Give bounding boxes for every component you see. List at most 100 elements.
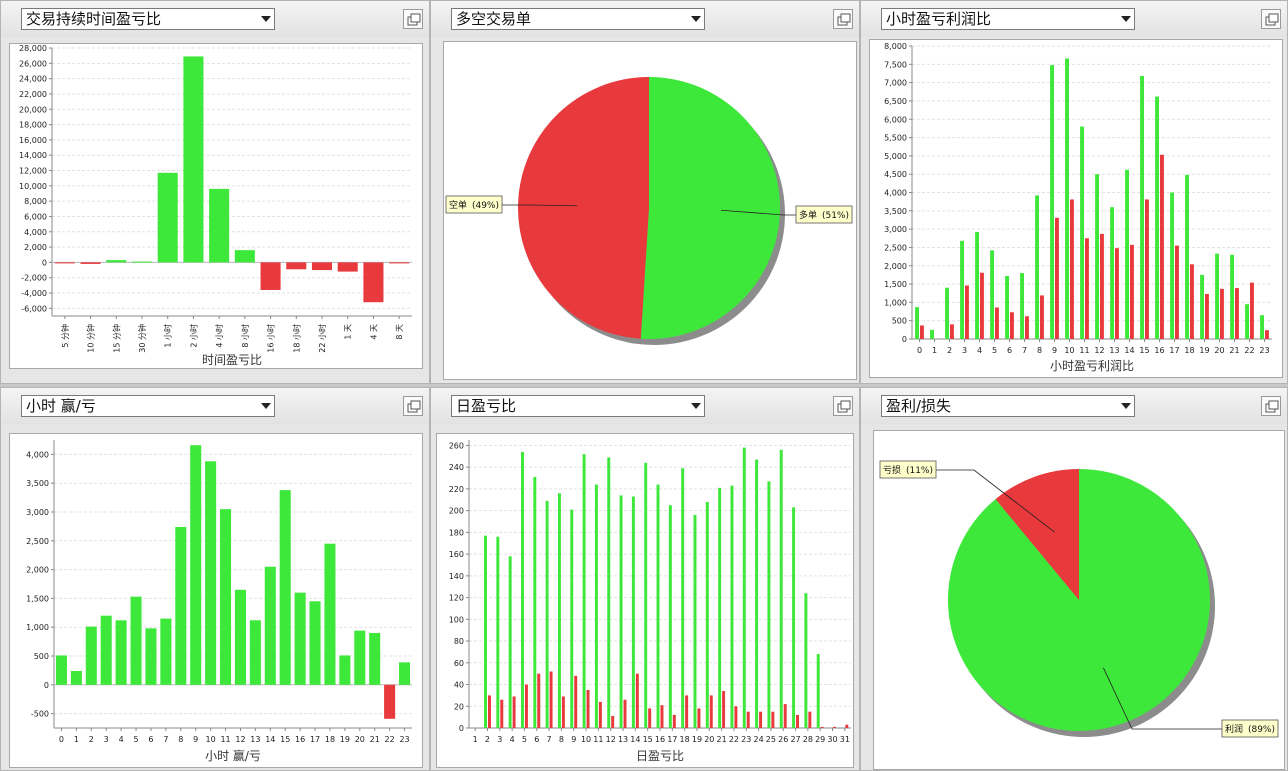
pie-slice	[995, 469, 1079, 600]
chart-type-dropdown[interactable]: 日盈亏比	[451, 395, 705, 417]
x-tick-label: 15 分钟	[111, 324, 121, 353]
x-tick-label: 8	[1037, 346, 1042, 355]
maximize-button[interactable]	[403, 9, 423, 29]
y-tick-label: 220	[449, 485, 464, 494]
y-tick-label: 0	[42, 258, 47, 267]
bar	[1155, 96, 1159, 339]
y-tick-label: 160	[449, 550, 464, 559]
bar	[54, 262, 75, 264]
x-tick-label: 20	[704, 735, 714, 744]
x-axis-title: 日盈亏比	[636, 749, 684, 763]
bar	[339, 655, 351, 685]
bar	[586, 689, 590, 728]
bar	[1190, 264, 1194, 339]
x-axis-title: 时间盈亏比	[202, 353, 262, 367]
chevron-down-icon	[261, 403, 271, 409]
bar	[833, 726, 836, 728]
y-tick-label: 1,000	[26, 623, 49, 632]
x-tick-label: 4 天	[369, 324, 378, 340]
bar	[1010, 312, 1014, 339]
bar	[845, 724, 849, 728]
y-tick-label: 6,000	[884, 115, 907, 124]
bar	[260, 262, 281, 290]
x-tick-label: 9	[1052, 346, 1057, 355]
y-tick-label: 500	[892, 317, 907, 326]
y-tick-label: 3,000	[884, 225, 907, 234]
bar	[279, 490, 291, 685]
x-tick-label: 5	[522, 735, 527, 744]
y-tick-label: 14,000	[19, 151, 47, 160]
x-tick-label: 24	[753, 735, 763, 744]
y-tick-label: 22,000	[19, 90, 47, 99]
x-tick-label: 21	[717, 735, 727, 744]
bar	[1140, 76, 1144, 339]
x-tick-label: 10 分钟	[86, 324, 96, 353]
y-tick-label: 120	[449, 594, 464, 603]
y-tick-label: 28,000	[19, 44, 47, 53]
x-axis-title: 小时 赢/亏	[205, 748, 261, 763]
y-tick-label: 240	[449, 463, 464, 472]
bar	[131, 261, 153, 263]
x-tick-label: 7	[1022, 346, 1027, 355]
x-tick-label: 20	[1214, 346, 1224, 355]
chart-duration-pl: 28,000 26,000 24,000 22,000 20,000 18,000 16,0…	[19, 44, 412, 367]
bar	[1245, 304, 1249, 339]
bar	[311, 262, 333, 271]
x-tick-label: 13	[618, 735, 628, 744]
bar	[915, 307, 919, 339]
chart-type-dropdown[interactable]: 小时 赢/亏	[21, 395, 275, 417]
bar	[533, 476, 537, 728]
bar	[697, 708, 701, 728]
y-tick-label: 500	[34, 652, 49, 661]
chart-type-dropdown[interactable]: 盈利/损失	[881, 395, 1135, 417]
bar	[1215, 253, 1219, 339]
maximize-button[interactable]	[1261, 9, 1281, 29]
chart-type-dropdown[interactable]: 多空交易单	[451, 8, 705, 30]
bar	[960, 240, 964, 339]
bar	[975, 232, 979, 339]
panel-daily-pl: 日盈亏比 260 240 220 200 180 160 140 120 100 80 60 40 20…	[430, 387, 860, 771]
bar	[631, 496, 635, 728]
bar	[746, 711, 750, 728]
x-tick-label: 8 天	[395, 324, 404, 340]
bar	[796, 714, 800, 728]
maximize-button[interactable]	[1261, 396, 1281, 416]
x-tick-label: 14	[630, 735, 640, 744]
y-tick-label: 2,500	[26, 537, 49, 546]
maximize-icon	[407, 13, 421, 26]
maximize-icon	[1265, 13, 1279, 26]
y-tick-label: 6,500	[884, 97, 907, 106]
maximize-button[interactable]	[833, 9, 853, 29]
y-tick-label: 4,000	[24, 228, 47, 237]
x-tick-label: 16	[655, 735, 665, 744]
x-tick-label: 9	[193, 735, 198, 744]
pie-label-box	[795, 205, 853, 224]
chart-type-dropdown[interactable]: 交易持续时间盈亏比	[21, 8, 275, 30]
y-tick-label: -2,000	[21, 274, 47, 283]
bar	[1250, 282, 1254, 339]
bar	[920, 325, 924, 339]
chart-type-dropdown[interactable]: 小时盈亏利润比	[881, 8, 1135, 30]
x-tick-label: 12	[1094, 346, 1104, 355]
dropdown-label: 日盈亏比	[456, 397, 517, 415]
x-axis-title: 小时盈亏利润比	[1050, 359, 1134, 373]
pie-leader-line	[720, 209, 796, 216]
panel-header: 小时 赢/亏	[1, 388, 429, 424]
x-tick-label: 1	[932, 346, 937, 355]
panel-header: 交易持续时间盈亏比	[1, 1, 429, 37]
maximize-button[interactable]	[833, 396, 853, 416]
x-tick-label: 0	[59, 735, 64, 744]
x-tick-label: 18	[1184, 346, 1194, 355]
maximize-button[interactable]	[403, 396, 423, 416]
bar	[1260, 315, 1264, 339]
bar	[718, 487, 722, 728]
pie-leader-line	[1103, 667, 1222, 730]
chevron-down-icon	[1121, 16, 1131, 22]
chart-long-short: 多单 (51%) 空单 (49%)	[445, 77, 853, 345]
bar	[337, 262, 358, 272]
x-tick-label: 5 分钟	[60, 324, 70, 348]
bar	[1115, 248, 1119, 339]
x-tick-label: 4	[510, 735, 515, 744]
pie-label: 多单	[799, 209, 817, 221]
x-tick-label: 23	[399, 735, 409, 744]
